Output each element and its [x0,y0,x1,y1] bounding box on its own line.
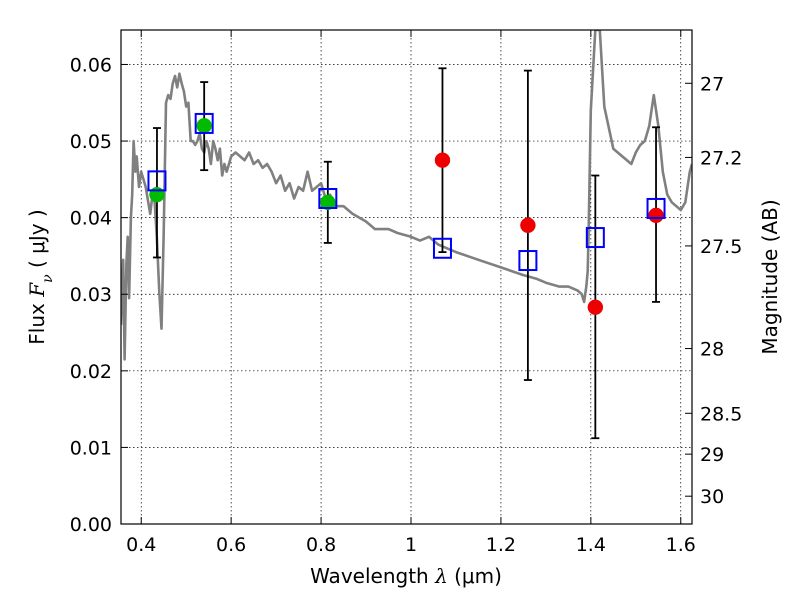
x-tick-label: 0.6 [216,534,246,556]
axes-frame [120,29,693,525]
red-data-point [648,207,664,224]
x-tick-label: 1.6 [666,534,696,556]
plot-area [121,30,692,440]
model-band-square [194,112,214,134]
x-tick-label: 1.2 [486,534,516,556]
y-tick-label: 0.04 [70,208,112,230]
red-data-point [587,299,604,316]
x-tick-label: 0.8 [306,534,336,556]
y-tick-label: 0.02 [70,361,112,383]
magnitude-tick-label: 30 [700,486,724,508]
plot-frame [120,29,693,525]
y-tick-label: 0.05 [70,131,112,153]
x-tick-label: 0.4 [126,534,156,556]
x-tick-label: 1.4 [576,534,606,556]
model-band-square [518,250,538,272]
magnitude-tick-label: 27.2 [700,147,742,169]
model-band-square [318,187,338,209]
model-band-square [147,170,167,192]
magnitude-tick-label: 27 [700,73,724,95]
y-tick-label: 0.00 [70,514,112,536]
x-tick-label: 1 [405,534,417,556]
model-spectrum-line [121,30,692,361]
magnitude-tick-label: 27.5 [700,236,742,258]
red-data-point [434,152,451,168]
red-data-point [520,217,536,234]
magnitude-axis-label: Magnitude (AB) [758,199,782,354]
y-tick-label: 0.03 [70,284,112,306]
magnitude-tick-label: 28 [700,339,724,361]
y-tick-label: 0.01 [70,437,112,459]
magnitude-tick-label: 29 [700,444,724,466]
y-axis-label: Flux Fν ( μJy ) [25,209,56,344]
axis-ticks: 0.4 0.6 0.8 1 1.2 1.4 1.6 0.00 0.01 0.02 0.03 0.04 0… [70,30,742,556]
model-band-square [646,197,666,219]
x-axis-label: Wavelength λ (μm) [310,564,502,588]
green-data-point [196,117,212,134]
y-tick-label: 0.06 [70,54,112,76]
magnitude-tick-label: 28.5 [700,403,742,425]
model-band-square [585,227,605,249]
model-band-square [432,237,452,259]
